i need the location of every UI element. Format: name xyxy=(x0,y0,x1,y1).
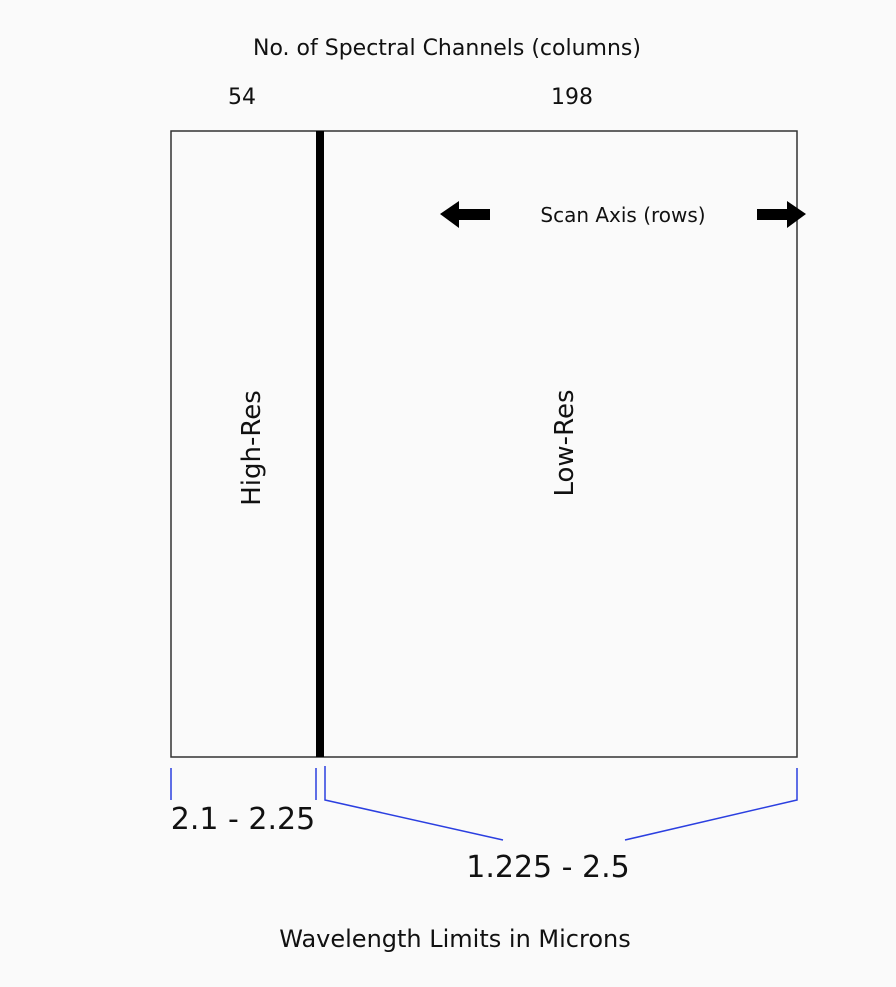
low-res-bracket-left xyxy=(324,766,504,841)
high-res-label: High-Res xyxy=(237,390,267,506)
wavelength-limits-footer: Wavelength Limits in Microns xyxy=(279,925,630,953)
scan-axis-right-arrow-icon xyxy=(757,201,806,228)
scan-axis-left-arrow-icon xyxy=(440,201,490,228)
spectral-channels-title: No. of Spectral Channels (columns) xyxy=(253,36,641,61)
high-res-channel-count: 54 xyxy=(228,85,256,110)
low-res-channel-count: 198 xyxy=(551,85,593,110)
high-res-wavelength-range: 2.1 - 2.25 xyxy=(171,802,315,837)
low-res-wavelength-range: 1.225 - 2.5 xyxy=(466,850,630,885)
scan-axis-label: Scan Axis (rows) xyxy=(540,203,705,227)
low-res-label: Low-Res xyxy=(550,389,580,496)
detector-frame xyxy=(170,130,798,758)
low-res-bracket-right xyxy=(624,768,798,841)
